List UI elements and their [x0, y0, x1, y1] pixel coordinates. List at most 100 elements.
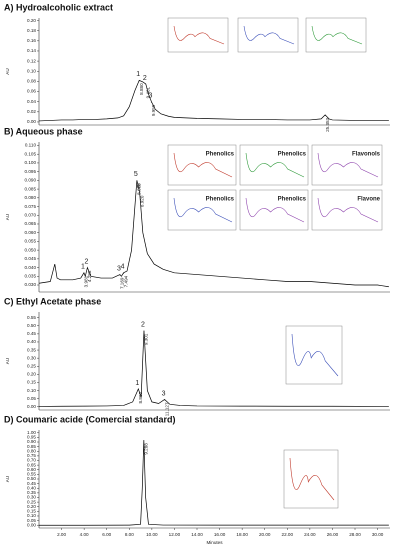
- inset-spectrum: [173, 197, 233, 223]
- peak-number: 2: [141, 321, 145, 328]
- y-axis-label: AU: [5, 214, 10, 220]
- y-tick-label: 0.065: [25, 221, 37, 226]
- y-tick-label: 0.40: [27, 339, 36, 344]
- y-tick-label: 0.95: [27, 435, 36, 440]
- inset-frame: [167, 189, 237, 231]
- uv-spectrum-inset: [237, 17, 299, 53]
- inset-spectrum: [289, 457, 335, 501]
- uv-spectrum-inset: Phenolics: [239, 189, 309, 231]
- x-tick-label: 12.00: [169, 532, 181, 537]
- y-tick-label: 0.45: [27, 481, 36, 486]
- y-tick-label: 0.14: [27, 48, 36, 53]
- retention-time: 9.959: [151, 104, 156, 116]
- uv-spectrum-inset: [283, 449, 339, 509]
- y-tick-label: 0.30: [27, 355, 36, 360]
- inset-spectrum: [173, 152, 233, 178]
- inset-frame: [167, 17, 229, 53]
- y-tick-label: 0.75: [27, 453, 36, 458]
- x-axis-label: Minutes: [206, 540, 223, 545]
- peak-number: 4: [121, 264, 125, 271]
- retention-time: 25.353: [325, 117, 330, 131]
- y-tick-label: 0.25: [27, 363, 36, 368]
- y-axis-label: AU: [5, 68, 10, 74]
- uv-spectrum-inset: Flavonols: [311, 144, 383, 186]
- peak-number: 1: [136, 71, 140, 78]
- x-tick-label: 18.00: [236, 532, 248, 537]
- y-tick-label: 0.085: [25, 186, 37, 191]
- x-tick-label: 6.00: [102, 532, 111, 537]
- y-tick-label: 0.55: [27, 472, 36, 477]
- y-tick-label: 1.00: [27, 430, 36, 435]
- retention-time: 7.169: [120, 277, 125, 289]
- inset-frame: [283, 449, 339, 509]
- inset-frame: [305, 17, 367, 53]
- inset-spectrum: [317, 197, 379, 223]
- y-tick-label: 0.25: [27, 499, 36, 504]
- y-tick-label: 0.90: [27, 439, 36, 444]
- x-tick-label: 30.00: [372, 532, 384, 537]
- uv-spectrum-inset: Phenolics: [167, 144, 237, 186]
- peak-number: 1: [135, 380, 139, 387]
- y-tick-label: 0.30: [27, 495, 36, 500]
- y-tick-label: 0.50: [27, 476, 36, 481]
- chromatogram-line: [38, 330, 389, 407]
- x-tick-label: 10.00: [146, 532, 158, 537]
- inset-frame: [237, 17, 299, 53]
- x-tick-label: 14.00: [191, 532, 203, 537]
- peak-number: 3: [162, 390, 166, 397]
- y-tick-label: 0.030: [25, 282, 37, 287]
- y-tick-label: 0.08: [27, 79, 36, 84]
- inset-frame: [239, 189, 309, 231]
- retention-time: 7.494: [123, 275, 128, 287]
- y-tick-label: 0.105: [25, 151, 37, 156]
- x-tick-label: 28.00: [349, 532, 361, 537]
- x-tick-label: 2.00: [57, 532, 66, 537]
- x-tick-label: 26.00: [327, 532, 339, 537]
- y-tick-label: 0.050: [25, 247, 37, 252]
- y-tick-label: 0.65: [27, 462, 36, 467]
- peak-number: 2: [84, 258, 88, 265]
- y-tick-label: 0.40: [27, 485, 36, 490]
- peak-number: 5: [134, 171, 138, 178]
- y-tick-label: 0.80: [27, 448, 36, 453]
- y-tick-label: 0.10: [27, 388, 36, 393]
- retention-time: 9.301: [144, 333, 149, 345]
- peak-number: 2: [143, 75, 147, 82]
- uv-spectrum-inset: Phenolics: [239, 144, 309, 186]
- panel-title: C) Ethyl Acetate phase: [4, 296, 101, 306]
- inset-frame: [311, 189, 383, 231]
- y-tick-label: 0.100: [25, 160, 37, 165]
- y-tick-label: 0.18: [27, 28, 36, 33]
- y-tick-label: 0.85: [27, 444, 36, 449]
- inset-frame: [239, 144, 309, 186]
- inset-spectrum: [173, 25, 225, 45]
- inset-frame: [311, 144, 383, 186]
- inset-spectrum: [311, 25, 363, 45]
- x-tick-label: 16.00: [214, 532, 226, 537]
- y-tick-label: 0.06: [27, 89, 36, 94]
- y-tick-label: 0.040: [25, 265, 37, 270]
- retention-time: 11.127: [164, 402, 169, 416]
- retention-time: 4.288: [87, 270, 92, 282]
- y-tick-label: 0.00: [27, 404, 36, 409]
- panel-title: B) Aqueous phase: [4, 126, 83, 136]
- y-tick-label: 0.15: [27, 380, 36, 385]
- panel-title: A) Hydroalcoholic extract: [4, 2, 113, 12]
- uv-spectrum-inset: [305, 17, 367, 53]
- y-tick-label: 0.16: [27, 38, 36, 43]
- peak-number: 6: [137, 183, 141, 190]
- uv-spectrum-inset: Flavone: [311, 189, 383, 231]
- inset-frame: [285, 325, 343, 385]
- y-tick-label: 0.00: [27, 522, 36, 527]
- panel-title: D) Coumaric acide (Comercial standard): [4, 414, 176, 424]
- y-tick-label: 0.70: [27, 458, 36, 463]
- y-tick-label: 0.20: [27, 372, 36, 377]
- inset-spectrum: [317, 152, 379, 178]
- y-tick-label: 0.12: [27, 58, 36, 63]
- inset-label: Phenolics: [278, 197, 307, 203]
- y-tick-label: 0.090: [25, 178, 37, 183]
- y-tick-label: 0.45: [27, 331, 36, 336]
- retention-time: 3.981: [84, 275, 89, 287]
- y-tick-label: 0.35: [27, 347, 36, 352]
- y-tick-label: 0.070: [25, 212, 37, 217]
